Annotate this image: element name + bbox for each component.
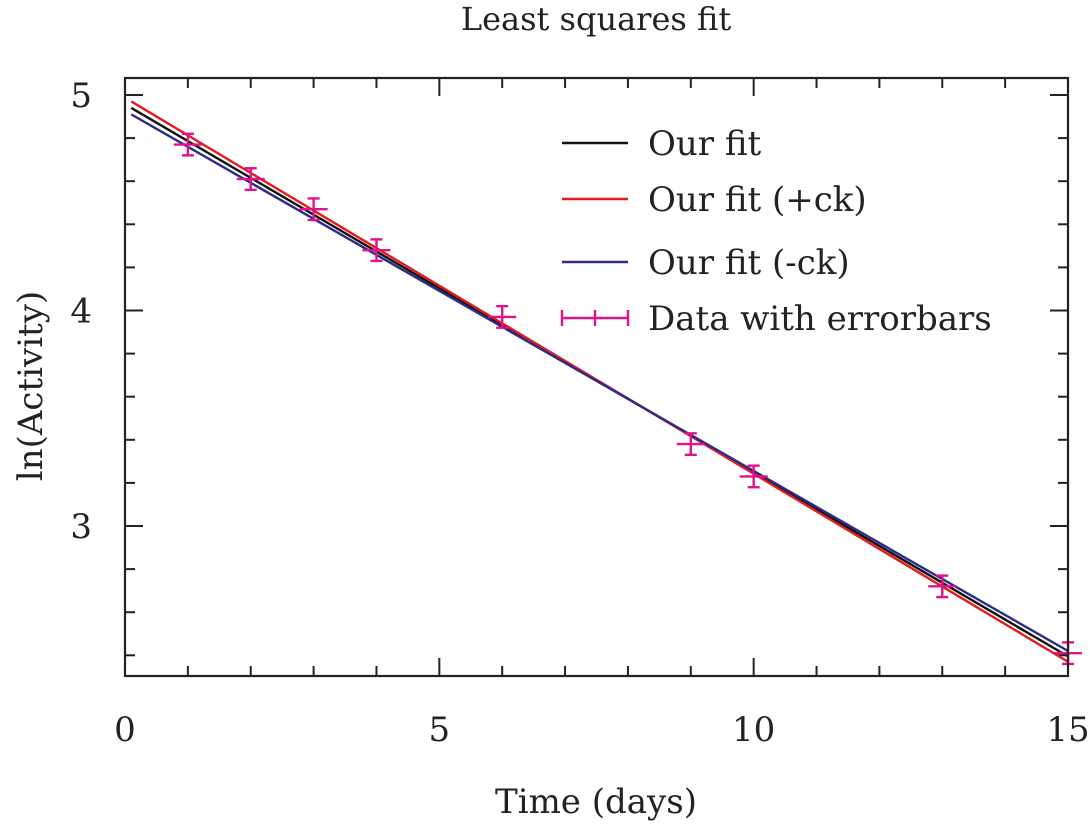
x-axis-label: Time (days): [495, 782, 697, 822]
data-point: [236, 167, 265, 192]
x-tick-label: 10: [732, 710, 775, 750]
legend-label: Our fit (+ck): [648, 180, 867, 220]
data-point: [299, 197, 328, 222]
x-tick-label: 15: [1046, 710, 1089, 750]
x-tick-label: 5: [429, 710, 451, 750]
legend-label: Our fit: [648, 124, 762, 164]
data-point: [362, 238, 391, 263]
plot-frame: [123, 76, 1070, 678]
data-point: [739, 464, 768, 489]
data-point: [488, 304, 517, 329]
data-point: [928, 574, 957, 599]
y-tick-label: 3: [70, 507, 92, 547]
axis-ticks: [124, 78, 1069, 676]
y-tick-label: 5: [70, 76, 92, 116]
data-point: [676, 432, 705, 457]
plot-series: [130, 100, 1082, 666]
legend-label: Our fit (-ck): [648, 243, 850, 283]
legend-label: Data with errorbars: [648, 299, 992, 339]
legend: Our fit Our fit (+ck) Our fit (-ck) Data wi…: [560, 124, 992, 339]
x-tick-label: 0: [114, 710, 136, 750]
y-axis-label: ln(Activity): [11, 291, 51, 481]
fit-line-2: [130, 113, 1069, 653]
axis-tick-labels: 0 5 10 15 3 4 5: [70, 76, 1089, 750]
y-tick-label: 4: [70, 292, 92, 332]
data-point: [173, 132, 202, 157]
chart-title: Least squares fit: [461, 0, 731, 38]
